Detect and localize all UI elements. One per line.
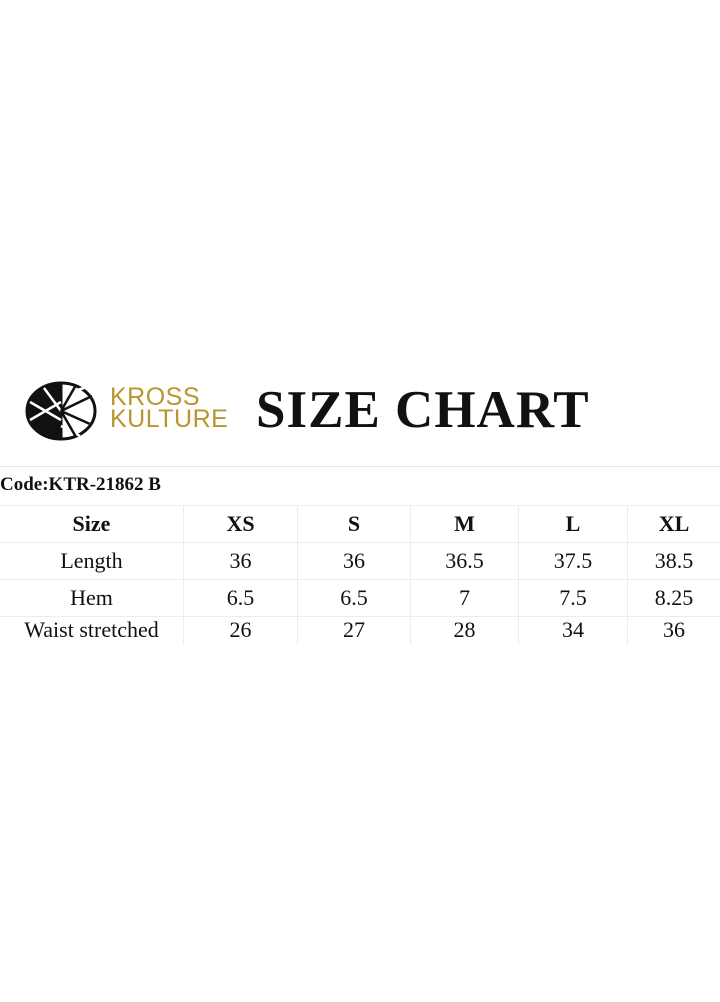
cell: 26 bbox=[183, 616, 298, 645]
cell: 28 bbox=[410, 616, 519, 645]
header-cell: M bbox=[410, 505, 519, 543]
row-label: Waist stretched bbox=[0, 616, 184, 645]
header-cell: XS bbox=[183, 505, 298, 543]
cell: 7.5 bbox=[518, 579, 628, 617]
cell: 6.5 bbox=[183, 579, 298, 617]
header-cell: XL bbox=[627, 505, 720, 543]
row-label: Hem bbox=[0, 579, 184, 617]
header-cell: L bbox=[518, 505, 628, 543]
page-title: SIZE CHART bbox=[256, 381, 590, 439]
divider bbox=[0, 466, 720, 467]
header-cell: S bbox=[297, 505, 411, 543]
brand-line-2: KULTURE bbox=[110, 405, 229, 433]
row-label: Length bbox=[0, 542, 184, 580]
cell: 6.5 bbox=[297, 579, 411, 617]
table-row: Hem 6.5 6.5 7 7.5 8.25 bbox=[0, 579, 720, 617]
cell: 7 bbox=[410, 579, 519, 617]
size-table: Size XS S M L XL Length 36 36 36.5 37.5 … bbox=[0, 505, 720, 645]
product-code: Code:KTR-21862 B bbox=[0, 474, 161, 495]
brand-line-1: KROSS bbox=[110, 383, 201, 411]
table-header-row: Size XS S M L XL bbox=[0, 505, 720, 543]
cell: 27 bbox=[297, 616, 411, 645]
cell: 36.5 bbox=[410, 542, 519, 580]
header-cell: Size bbox=[0, 505, 184, 543]
cell: 36 bbox=[183, 542, 298, 580]
table-row: Waist stretched 26 27 28 34 36 bbox=[0, 616, 720, 645]
brand-name: KROSS KULTURE bbox=[110, 383, 229, 433]
cell: 37.5 bbox=[518, 542, 628, 580]
table-row: Length 36 36 36.5 37.5 38.5 bbox=[0, 542, 720, 580]
cell: 36 bbox=[627, 616, 720, 645]
kross-kulture-logo-icon bbox=[25, 381, 97, 441]
cell: 8.25 bbox=[627, 579, 720, 617]
cell: 36 bbox=[297, 542, 411, 580]
cell: 38.5 bbox=[627, 542, 720, 580]
cell: 34 bbox=[518, 616, 628, 645]
